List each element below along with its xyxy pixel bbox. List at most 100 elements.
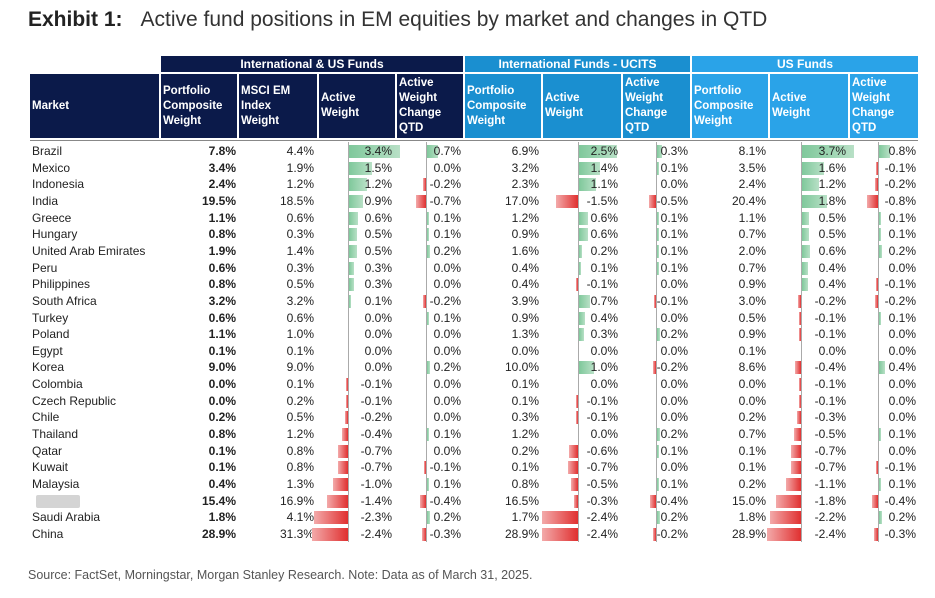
positive-bar [657, 261, 659, 275]
cell-value: -0.7% [814, 460, 846, 475]
cell-value: 0.0% [660, 410, 688, 425]
table-row: Poland 1.1% 1.0% 0.0% 0.0% 1.3% 0.3% 0.2% 0.9% -0… [30, 326, 918, 343]
cell-value: 0.0% [364, 327, 392, 342]
positive-bar [657, 244, 659, 258]
cell-value: 0.2% [660, 510, 688, 525]
cell-value: 0.7% [590, 293, 618, 308]
market-name: India [32, 193, 59, 208]
positive-bar [802, 161, 825, 175]
header-us-portfolio-weight: Portfolio Composite Weight [692, 74, 768, 138]
cell-value: 0.0% [364, 343, 392, 358]
cell-value: 0.9% [738, 277, 766, 292]
cell-value: 0.0% [660, 377, 688, 392]
cell-value: 0.1% [208, 443, 236, 458]
table-row: Saudi Arabia 1.8% 4.1% -2.3% 0.2% 1.7% -2.4% 0.… [30, 509, 918, 526]
cell-value: 1.1% [208, 210, 236, 225]
negative-bar [423, 294, 426, 308]
positive-bar [427, 228, 429, 242]
cell-value: 1.1% [590, 177, 618, 192]
table-row: Egypt 0.1% 0.1% 0.0% 0.0% 0.0% 0.0% 0.0% 0.1% 0.0… [30, 343, 918, 360]
cell-value: 3.4% [208, 160, 236, 175]
cell-value: 0.1% [433, 310, 461, 325]
cell-value: 0.2% [433, 510, 461, 525]
cell-value: 0.0% [364, 360, 392, 375]
negative-bar [873, 527, 878, 541]
cell-value: 0.5% [364, 243, 392, 258]
cell-value: 1.9% [208, 243, 236, 258]
cell-value: -0.4% [360, 427, 392, 442]
positive-bar [349, 294, 351, 308]
negative-bar [653, 361, 656, 375]
positive-bar [802, 194, 828, 208]
cell-value: 0.2% [660, 427, 688, 442]
cell-value: 0.0% [433, 277, 461, 292]
positive-bar [879, 511, 882, 525]
cell-value: 28.9% [201, 526, 236, 541]
cell-value: 0.3% [660, 144, 688, 158]
positive-bar [349, 161, 372, 175]
cell-value: -0.2% [429, 177, 461, 192]
header-us-active-weight: Active Weight [770, 74, 848, 138]
cell-value: 0.5% [738, 310, 766, 325]
cell-value: 0.0% [660, 277, 688, 292]
negative-bar [653, 527, 656, 541]
cell-value: 4.1% [286, 510, 314, 525]
market-name: Egypt [32, 343, 63, 358]
table-row: Mexico 3.4% 1.9% 1.5% 0.0% 3.2% 1.4% 0.1% 3.5% 1.… [30, 160, 918, 177]
positive-bar [802, 278, 808, 292]
positive-bar [802, 244, 811, 258]
cell-value: -0.1% [884, 460, 916, 475]
cell-value: -0.2% [429, 293, 461, 308]
cell-value: 0.0% [590, 427, 618, 442]
market-name: Indonesia [32, 177, 85, 192]
cell-value: 0.0% [590, 377, 618, 392]
positive-bar [349, 145, 400, 158]
cell-value: -0.7% [360, 460, 392, 475]
cell-value: 1.8% [208, 510, 236, 525]
positive-bar [579, 161, 600, 175]
cell-value: 0.6% [364, 210, 392, 225]
cell-value: -0.7% [586, 460, 618, 475]
negative-bar [555, 194, 578, 208]
positive-bar [579, 361, 594, 375]
cell-value: -0.1% [814, 393, 846, 408]
market-name: Mexico [32, 160, 71, 175]
cell-value: 3.2% [286, 293, 314, 308]
cell-value: 1.9% [286, 160, 314, 175]
cell-value: 0.0% [364, 310, 392, 325]
positive-bar [579, 145, 617, 158]
negative-bar [799, 328, 801, 342]
cell-value: 0.0% [660, 393, 688, 408]
cell-value: 0.6% [208, 310, 236, 325]
table-row: Czech Republic 0.0% 0.2% -0.1% 0.0% 0.1% -0.1%… [30, 393, 918, 410]
positive-bar [879, 228, 881, 242]
cell-value: 0.1% [208, 460, 236, 475]
cell-value: 0.1% [888, 427, 916, 442]
negative-bar [799, 394, 801, 408]
positive-bar [349, 244, 357, 258]
cell-value: 0.1% [286, 377, 314, 392]
cell-value: 0.9% [511, 227, 539, 242]
cell-value: 0.8% [888, 144, 916, 158]
cell-value: 1.1% [208, 327, 236, 342]
positive-bar [802, 145, 854, 158]
cell-value: 0.0% [208, 393, 236, 408]
negative-bar [576, 411, 578, 425]
cell-value: 0.0% [433, 327, 461, 342]
cell-value: -2.4% [814, 526, 846, 541]
cell-value: 0.1% [208, 343, 236, 358]
negative-bar [866, 194, 878, 208]
cell-value: 1.6% [511, 243, 539, 258]
cell-value: 0.9% [511, 310, 539, 325]
cell-value: 16.5% [504, 493, 539, 508]
cell-value: 1.0% [286, 327, 314, 342]
table-row: Kuwait 0.1% 0.8% -0.7% -0.1% 0.1% -0.7% 0.0% 0.1… [30, 459, 918, 476]
table-row: South Africa 3.2% 3.2% 0.1% -0.2% 3.9% 0.7% -0.… [30, 293, 918, 310]
positive-bar [579, 311, 585, 325]
cell-value: -0.2% [360, 410, 392, 425]
cell-value: -0.2% [656, 526, 688, 541]
cell-value: 17.0% [504, 193, 539, 208]
positive-bar [427, 311, 429, 325]
cell-value: -0.1% [814, 310, 846, 325]
market-name: Brazil [32, 144, 63, 158]
